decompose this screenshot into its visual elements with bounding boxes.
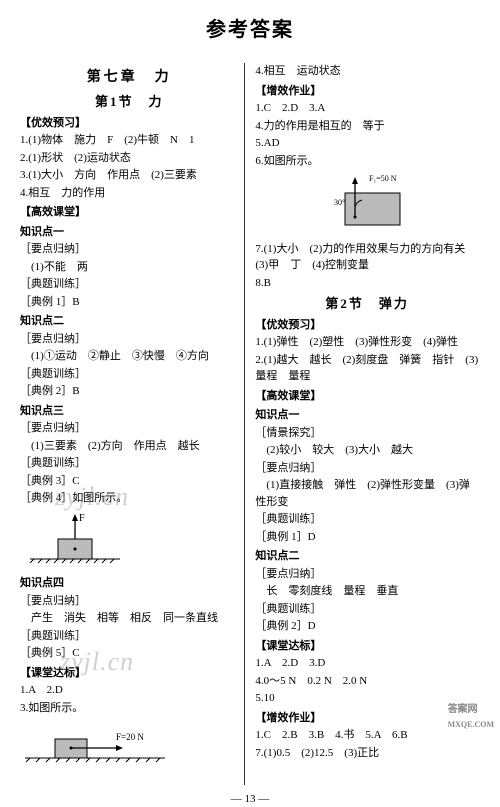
text-line: 1.A 2.D 3.D [255,655,478,672]
subheading: 知识点二 [20,313,238,330]
text-line: 4.相互 运动状态 [255,63,478,80]
heading: 【高效课堂】 [255,388,478,405]
subheading: 知识点二 [255,548,478,565]
text-line: 1.(1)弹性 (2)塑性 (3)弹性形变 (4)弹性 [255,334,478,351]
text-line: ［要点归纳］ [20,241,238,258]
text-line: 1.C 2.B 3.B 4.书 5.A 6.B [255,727,478,744]
subheading: 知识点三 [20,403,238,420]
text-line: (2)较小 较大 (3)大小 越大 [255,442,478,459]
text-line: 产生 消失 相等 相反 同一条直线 [20,610,238,627]
subheading: 知识点一 [255,407,478,424]
text-line: ［要点归纳］ [20,331,238,348]
text-line: ［典例 2］B [20,383,238,400]
page-number: — 13 — [20,791,480,807]
figure-2: F=20 N [20,720,238,781]
text-line: ［典例 1］B [20,294,238,311]
text-line: 1.(1)物体 施力 F (2)牛顿 N 1 [20,132,238,149]
figure-1: F [20,511,238,572]
text-line: 2.(1)越大 越长 (2)刻度盘 弹簧 指针 (3)量程 量程 [255,352,478,385]
section-title: 第2节 弹力 [255,294,478,314]
heading: 【课堂达标】 [255,638,478,655]
text-line: (1)三要素 (2)方向 作用点 越长 [20,438,238,455]
text-line: ［要点归纳］ [255,566,478,583]
text-line: ［典题训练］ [20,366,238,383]
text-line: ［典题训练］ [20,276,238,293]
text-line: 4.0～5 N 0.2 N 2.0 N [255,673,478,690]
text-line: ［典例 4］如图所示。 [20,490,238,507]
text-line: (1)①运动 ②静止 ③快慢 ④方向 [20,348,238,365]
text-line: 7.(1)0.5 (2)12.5 (3)正比 [255,745,478,762]
text-line: ［要点归纳］ [20,593,238,610]
figure-3: F₁=50 N 30° [255,173,478,237]
text-line: 3.(1)大小 方向 作用点 (2)三要素 [20,167,238,184]
force-diagram-icon: F [20,511,130,566]
text-line: ［典例 1］D [255,529,478,546]
text-line: 8.B [255,275,478,292]
chapter-title: 第七章 力 [20,67,238,88]
text-line: ［典题训练］ [20,455,238,472]
force-diagram-icon: F₁=50 N 30° [307,173,427,231]
text-line: (1)直接接触 弹性 (2)弹性形变量 (3)弹性形变 [255,477,478,510]
heading: 【增效作业】 [255,710,478,727]
svg-text:F=20 N: F=20 N [116,732,144,742]
heading: 【增效作业】 [255,83,478,100]
right-column: 4.相互 运动状态 【增效作业】 1.C 2.D 3.A 4.力的作用是相互的 … [253,63,478,785]
text-line: 1.C 2.D 3.A [255,100,478,117]
subheading: 知识点一 [20,224,238,241]
text-line: ［典题训练］ [255,511,478,528]
heading: 【优效预习】 [20,115,238,132]
text-line: 1.A 2.D [20,682,238,699]
text-line: ［情景探究］ [255,425,478,442]
corner-logo: 答案网 MXQE.COM [448,702,494,732]
section-title: 第1节 力 [20,92,238,112]
text-line: 5.10 [255,690,478,707]
text-line: ［要点归纳］ [255,460,478,477]
text-line: (1)不能 两 [20,259,238,276]
main-title: 参考答案 [20,15,480,45]
subheading: 知识点四 [20,575,238,592]
heading: 【高效课堂】 [20,204,238,221]
text-line: 6.如图所示。 [255,153,478,170]
heading: 【优效预习】 [255,317,478,334]
text-line: 4.相互 力的作用 [20,185,238,202]
svg-text:F₁=50 N: F₁=50 N [369,174,397,183]
watermark: zyjl.cn [55,477,129,516]
text-line: 4.力的作用是相互的 等于 [255,118,478,135]
svg-text:30°: 30° [334,198,345,207]
watermark: zyjl.cn [60,642,134,681]
text-line: 7.(1)大小 (2)力的作用效果与力的方向有关 (3)甲 丁 (4)控制变量 [255,241,478,274]
text-line: 5.AD [255,135,478,152]
text-line: ［典例 3］C [20,473,238,490]
text-line: ［典题训练］ [255,601,478,618]
force-diagram-icon: F=20 N [20,720,170,775]
text-line: 2.(1)形状 (2)运动状态 [20,150,238,167]
text-line: ［要点归纳］ [20,420,238,437]
text-line: 3.如图所示。 [20,700,238,717]
text-line: ［典例 2］D [255,618,478,635]
text-line: 长 零刻度线 量程 垂直 [255,583,478,600]
